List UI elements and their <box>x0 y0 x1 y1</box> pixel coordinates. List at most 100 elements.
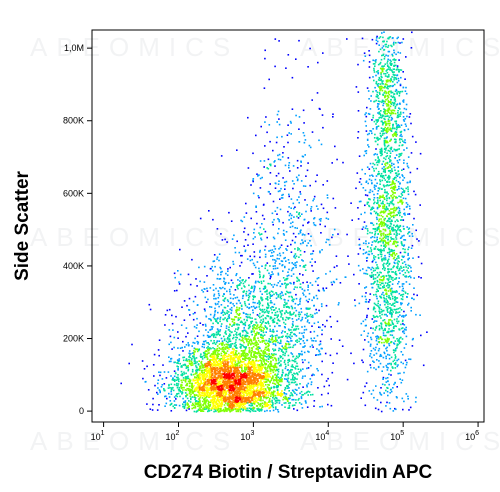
data-point <box>215 320 218 323</box>
data-point <box>264 362 266 365</box>
data-point <box>156 391 158 394</box>
data-point <box>224 371 226 373</box>
data-point <box>233 348 235 351</box>
data-point <box>288 390 290 392</box>
data-point <box>295 335 298 337</box>
data-point <box>196 304 199 306</box>
data-point <box>237 392 239 394</box>
data-point <box>170 389 173 391</box>
data-point <box>313 195 316 198</box>
data-point <box>250 388 252 390</box>
data-point <box>213 297 215 300</box>
data-point <box>268 365 271 368</box>
data-point <box>203 389 206 392</box>
data-point <box>241 279 244 282</box>
data-point <box>198 348 201 350</box>
data-point <box>271 221 274 223</box>
data-point <box>226 312 228 314</box>
data-point <box>178 386 181 389</box>
data-point <box>235 374 238 376</box>
data-point <box>211 365 214 367</box>
data-point <box>275 338 277 341</box>
data-point <box>266 372 269 375</box>
data-point <box>261 297 263 299</box>
data-point <box>263 360 265 363</box>
data-point <box>235 379 238 382</box>
data-point <box>229 397 231 400</box>
data-point <box>241 375 243 377</box>
data-point <box>301 332 303 335</box>
data-point <box>225 343 228 346</box>
data-point <box>214 409 217 411</box>
data-point <box>195 327 198 329</box>
data-point <box>245 390 248 393</box>
data-point <box>226 344 229 346</box>
data-point <box>286 379 289 382</box>
data-point <box>191 370 194 373</box>
data-point <box>272 286 274 288</box>
data-point <box>207 298 209 301</box>
data-point <box>191 258 193 261</box>
data-point <box>307 162 309 164</box>
data-point <box>226 398 228 400</box>
data-point <box>277 296 279 298</box>
data-point <box>276 379 278 382</box>
data-point <box>191 362 194 364</box>
data-point <box>217 311 219 314</box>
data-point <box>237 400 240 402</box>
data-point <box>279 379 281 381</box>
data-point <box>232 337 234 340</box>
data-point <box>210 353 213 355</box>
data-point <box>184 381 187 383</box>
data-point <box>296 378 298 380</box>
data-point <box>207 352 209 355</box>
data-point <box>194 407 197 409</box>
data-point <box>227 305 229 307</box>
data-point <box>243 329 246 332</box>
data-point <box>273 386 275 389</box>
data-point <box>229 400 232 403</box>
data-point <box>231 407 234 410</box>
data-point <box>259 249 261 252</box>
data-point <box>290 269 293 272</box>
data-point <box>182 397 184 400</box>
data-point <box>252 385 254 387</box>
data-point <box>165 377 168 379</box>
data-point <box>166 309 169 312</box>
data-point <box>287 407 289 409</box>
data-point <box>176 365 178 368</box>
data-point <box>252 402 254 405</box>
data-point <box>285 350 288 353</box>
data-point <box>188 408 190 410</box>
data-point <box>341 345 344 347</box>
data-point <box>203 308 206 310</box>
data-point <box>266 349 268 351</box>
data-point <box>210 408 212 410</box>
data-point <box>263 401 266 403</box>
data-point <box>194 311 196 314</box>
data-point <box>185 389 188 392</box>
data-point <box>207 331 210 333</box>
data-point <box>260 362 263 365</box>
data-point <box>223 335 225 338</box>
data-point <box>254 295 256 298</box>
data-point <box>222 348 224 351</box>
data-point <box>254 318 257 321</box>
data-point <box>253 398 256 401</box>
data-point <box>211 265 213 268</box>
data-point <box>251 320 254 323</box>
data-point <box>238 333 240 336</box>
data-point <box>248 359 251 361</box>
data-point <box>201 363 203 366</box>
data-point <box>322 184 324 186</box>
data-point <box>249 387 251 390</box>
data-point <box>239 410 242 413</box>
data-point <box>237 284 239 287</box>
data-point <box>229 266 231 269</box>
data-point <box>183 356 186 359</box>
data-point <box>217 362 219 365</box>
data-point <box>174 276 176 279</box>
data-point <box>219 383 222 385</box>
data-point <box>234 402 237 404</box>
data-point <box>178 281 180 283</box>
